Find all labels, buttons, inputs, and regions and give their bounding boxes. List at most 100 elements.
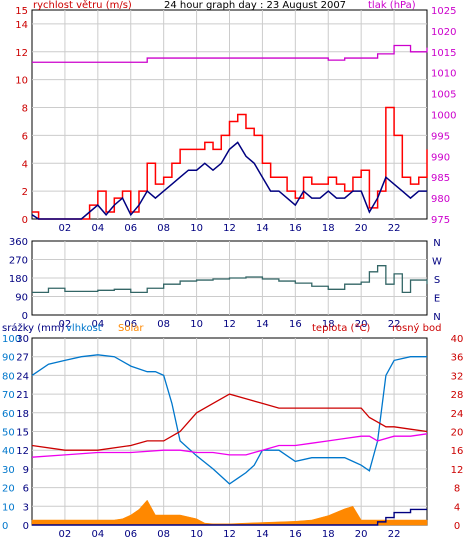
series-wind-direction-line <box>32 265 428 294</box>
y-tick-label-humidity: 50 <box>2 428 15 439</box>
x-tick-label: 18 <box>322 319 335 330</box>
chart-title: 24 hour graph day : 23 August 2007 <box>164 0 346 11</box>
rain-axis-title: srážky (mm) <box>2 322 65 334</box>
x-tick-label: 10 <box>190 529 203 540</box>
y-tick-label-pressure: 980 <box>431 194 450 205</box>
x-tick-label: 14 <box>256 223 269 234</box>
y-tick-label-rain: 9 <box>23 465 29 476</box>
y-tick-label-pressure: 975 <box>431 215 450 226</box>
x-tick-label: 18 <box>322 223 335 234</box>
compass-label: W <box>432 257 442 268</box>
y-tick-label-humidity: 70 <box>2 390 15 401</box>
x-tick-label: 12 <box>223 529 236 540</box>
compass-label: E <box>434 294 440 305</box>
series-wind-average-line <box>31 141 427 220</box>
y-tick-label-rain: 21 <box>16 390 29 401</box>
y-tick-label-pressure: 1010 <box>431 69 456 80</box>
y-tick-label-direction: 360 <box>9 237 28 248</box>
y-tick-label-pressure: 1000 <box>431 111 456 122</box>
y-tick-label-rain: 18 <box>16 409 29 420</box>
y-tick-label-humidity: 30 <box>2 465 15 476</box>
x-tick-label: 02 <box>59 223 72 234</box>
y-tick-label-temperature: 20 <box>451 428 464 439</box>
y-tick-label-direction: 0 <box>22 311 28 322</box>
x-tick-label: 04 <box>91 223 104 234</box>
x-tick-label: 12 <box>223 223 236 234</box>
y-tick-label-temperature: 8 <box>454 484 460 495</box>
x-tick-label: 08 <box>157 319 170 330</box>
x-tick-label: 06 <box>124 223 137 234</box>
y-tick-label-rain: 0 <box>23 521 29 532</box>
y-tick-label-humidity: 80 <box>2 371 15 382</box>
y-tick-label-wind: 0 <box>22 215 28 226</box>
temperature-axis-title: teplota (°C) <box>312 323 370 334</box>
y-tick-label-humidity: 60 <box>2 409 15 420</box>
y-tick-label-direction: 180 <box>9 274 28 285</box>
y-tick-label-temperature: 0 <box>454 521 460 532</box>
x-tick-label: 12 <box>223 319 236 330</box>
y-tick-label-direction: 90 <box>15 293 28 304</box>
y-tick-label-rain: 12 <box>16 446 29 457</box>
x-tick-label: 16 <box>289 223 302 234</box>
y-tick-label-humidity: 0 <box>2 521 8 532</box>
solar-legend: Solar <box>118 323 144 334</box>
y-tick-label-humidity: 90 <box>2 353 15 364</box>
x-tick-label: 02 <box>59 529 72 540</box>
x-tick-label: 08 <box>157 223 170 234</box>
series-dew-point-line <box>31 433 428 458</box>
x-tick-label: 22 <box>388 529 401 540</box>
humidity-axis-title: vlhkost <box>66 323 102 334</box>
dew-point-legend: rosný bod <box>392 322 441 334</box>
x-tick-label: 06 <box>124 319 137 330</box>
x-tick-label: 16 <box>289 319 302 330</box>
y-tick-label-temperature: 28 <box>451 390 464 401</box>
y-tick-label-temperature: 16 <box>451 446 464 457</box>
series-humidity-line <box>31 354 427 485</box>
y-tick-label-wind: 4 <box>22 159 28 170</box>
y-tick-label-direction: 270 <box>9 256 28 267</box>
y-tick-label-temperature: 32 <box>451 371 464 382</box>
x-tick-label: 18 <box>322 529 335 540</box>
x-tick-label: 08 <box>157 529 170 540</box>
y-tick-label-rain: 6 <box>23 484 29 495</box>
compass-label: S <box>434 275 440 286</box>
y-tick-label-wind: 10 <box>15 76 28 87</box>
x-tick-label: 04 <box>91 319 104 330</box>
x-tick-label: 20 <box>355 529 368 540</box>
compass-label: N <box>433 312 440 323</box>
y-tick-label-pressure: 985 <box>431 173 450 184</box>
x-tick-label: 04 <box>91 529 104 540</box>
y-tick-label-wind: 15 <box>15 6 28 17</box>
y-tick-label-temperature: 4 <box>454 502 460 513</box>
y-tick-label-wind: 14 <box>15 20 28 31</box>
pressure-axis-title: tlak (hPa) <box>368 0 416 11</box>
y-tick-label-pressure: 990 <box>431 152 450 163</box>
y-tick-label-pressure: 1020 <box>431 27 456 38</box>
y-tick-label-temperature: 12 <box>451 465 464 476</box>
y-tick-label-wind: 8 <box>22 104 28 115</box>
y-tick-label-rain: 3 <box>23 502 29 513</box>
wind-axis-title: rychlost větru (m/s) <box>33 0 132 11</box>
y-tick-label-rain: 27 <box>16 353 29 364</box>
y-tick-label-pressure: 1015 <box>431 48 456 59</box>
series-wind-gust-line <box>32 106 428 220</box>
y-tick-label-humidity: 20 <box>2 484 15 495</box>
y-tick-label-pressure: 995 <box>431 131 450 142</box>
y-tick-label-rain: 30 <box>16 334 29 345</box>
y-tick-label-humidity: 100 <box>2 334 21 345</box>
x-tick-label: 14 <box>256 529 269 540</box>
x-tick-label: 20 <box>355 319 368 330</box>
y-tick-label-pressure: 1025 <box>431 6 456 17</box>
y-tick-label-temperature: 24 <box>451 409 464 420</box>
y-tick-label-humidity: 10 <box>2 502 15 513</box>
series-pressure-line <box>32 44 428 63</box>
x-tick-label: 14 <box>256 319 269 330</box>
x-tick-label: 10 <box>190 319 203 330</box>
y-tick-label-wind: 12 <box>15 48 28 59</box>
y-tick-label-pressure: 1005 <box>431 90 456 101</box>
series-solar-area <box>31 499 428 526</box>
x-tick-label: 16 <box>289 529 302 540</box>
y-tick-label-temperature: 36 <box>451 353 464 364</box>
series-rain-line <box>32 508 427 526</box>
